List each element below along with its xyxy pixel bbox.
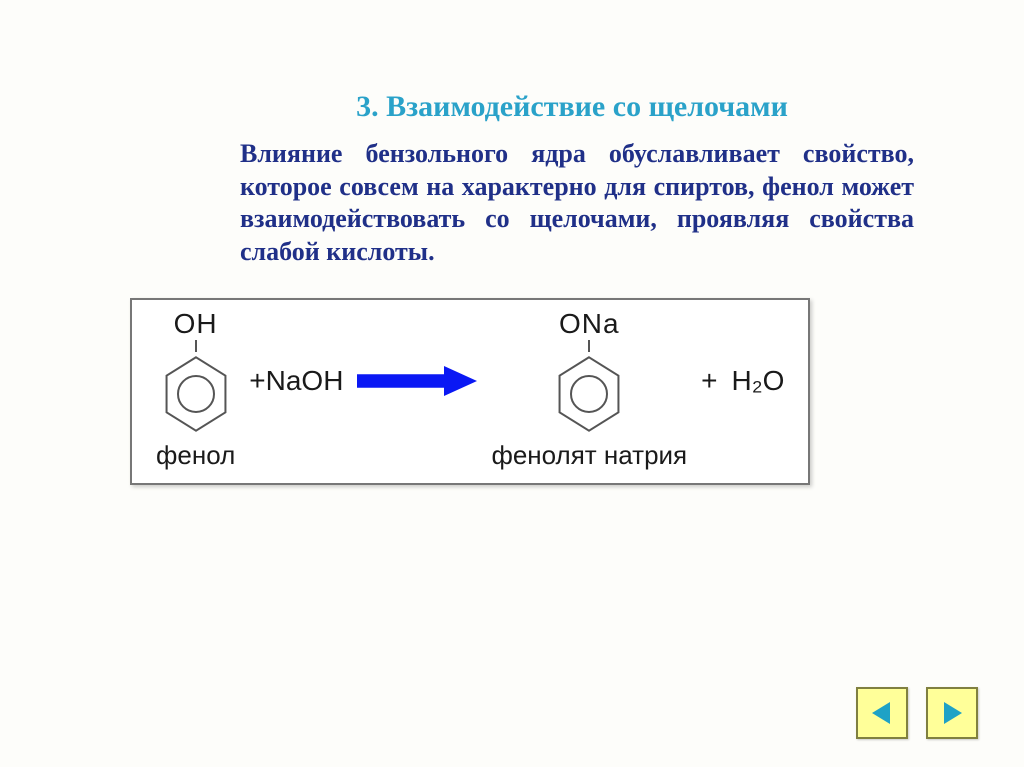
product-label: фенолят натрия [491, 440, 687, 471]
reactant-label: фенол [156, 440, 235, 471]
nav-next-button[interactable] [926, 687, 978, 739]
reactant-group: OH [174, 310, 218, 338]
benzene-ring-icon [553, 352, 625, 434]
triangle-right-icon [938, 699, 966, 727]
nav-controls [856, 687, 978, 739]
slide-title: 3. Взаимодействие со щелочами [230, 90, 914, 124]
byproduct-text: H₂O [732, 365, 785, 417]
product-molecule: ONa фенолят натрия [491, 310, 687, 471]
nav-prev-button[interactable] [856, 687, 908, 739]
product-group: ONa [559, 310, 620, 338]
arrow-svg [357, 366, 477, 396]
reaction-row: OH фенол +NaOH ONa фенолят натрия + H₂O [156, 310, 784, 471]
bond-line [195, 340, 197, 352]
reaction-box: OH фенол +NaOH ONa фенолят натрия + H₂O [130, 298, 810, 485]
bond-line [588, 340, 590, 352]
slide-content: 3. Взаимодействие со щелочами Влияние бе… [0, 0, 1024, 485]
reactant-molecule: OH фенол [156, 310, 235, 471]
reaction-arrow-icon [357, 366, 477, 416]
triangle-left-icon [868, 699, 896, 727]
plus-sign: + [701, 365, 717, 417]
benzene-ring-icon [160, 352, 232, 434]
slide-body: Влияние бензольного ядра обуславливает с… [200, 138, 914, 268]
reagent-text: +NaOH [249, 365, 343, 417]
